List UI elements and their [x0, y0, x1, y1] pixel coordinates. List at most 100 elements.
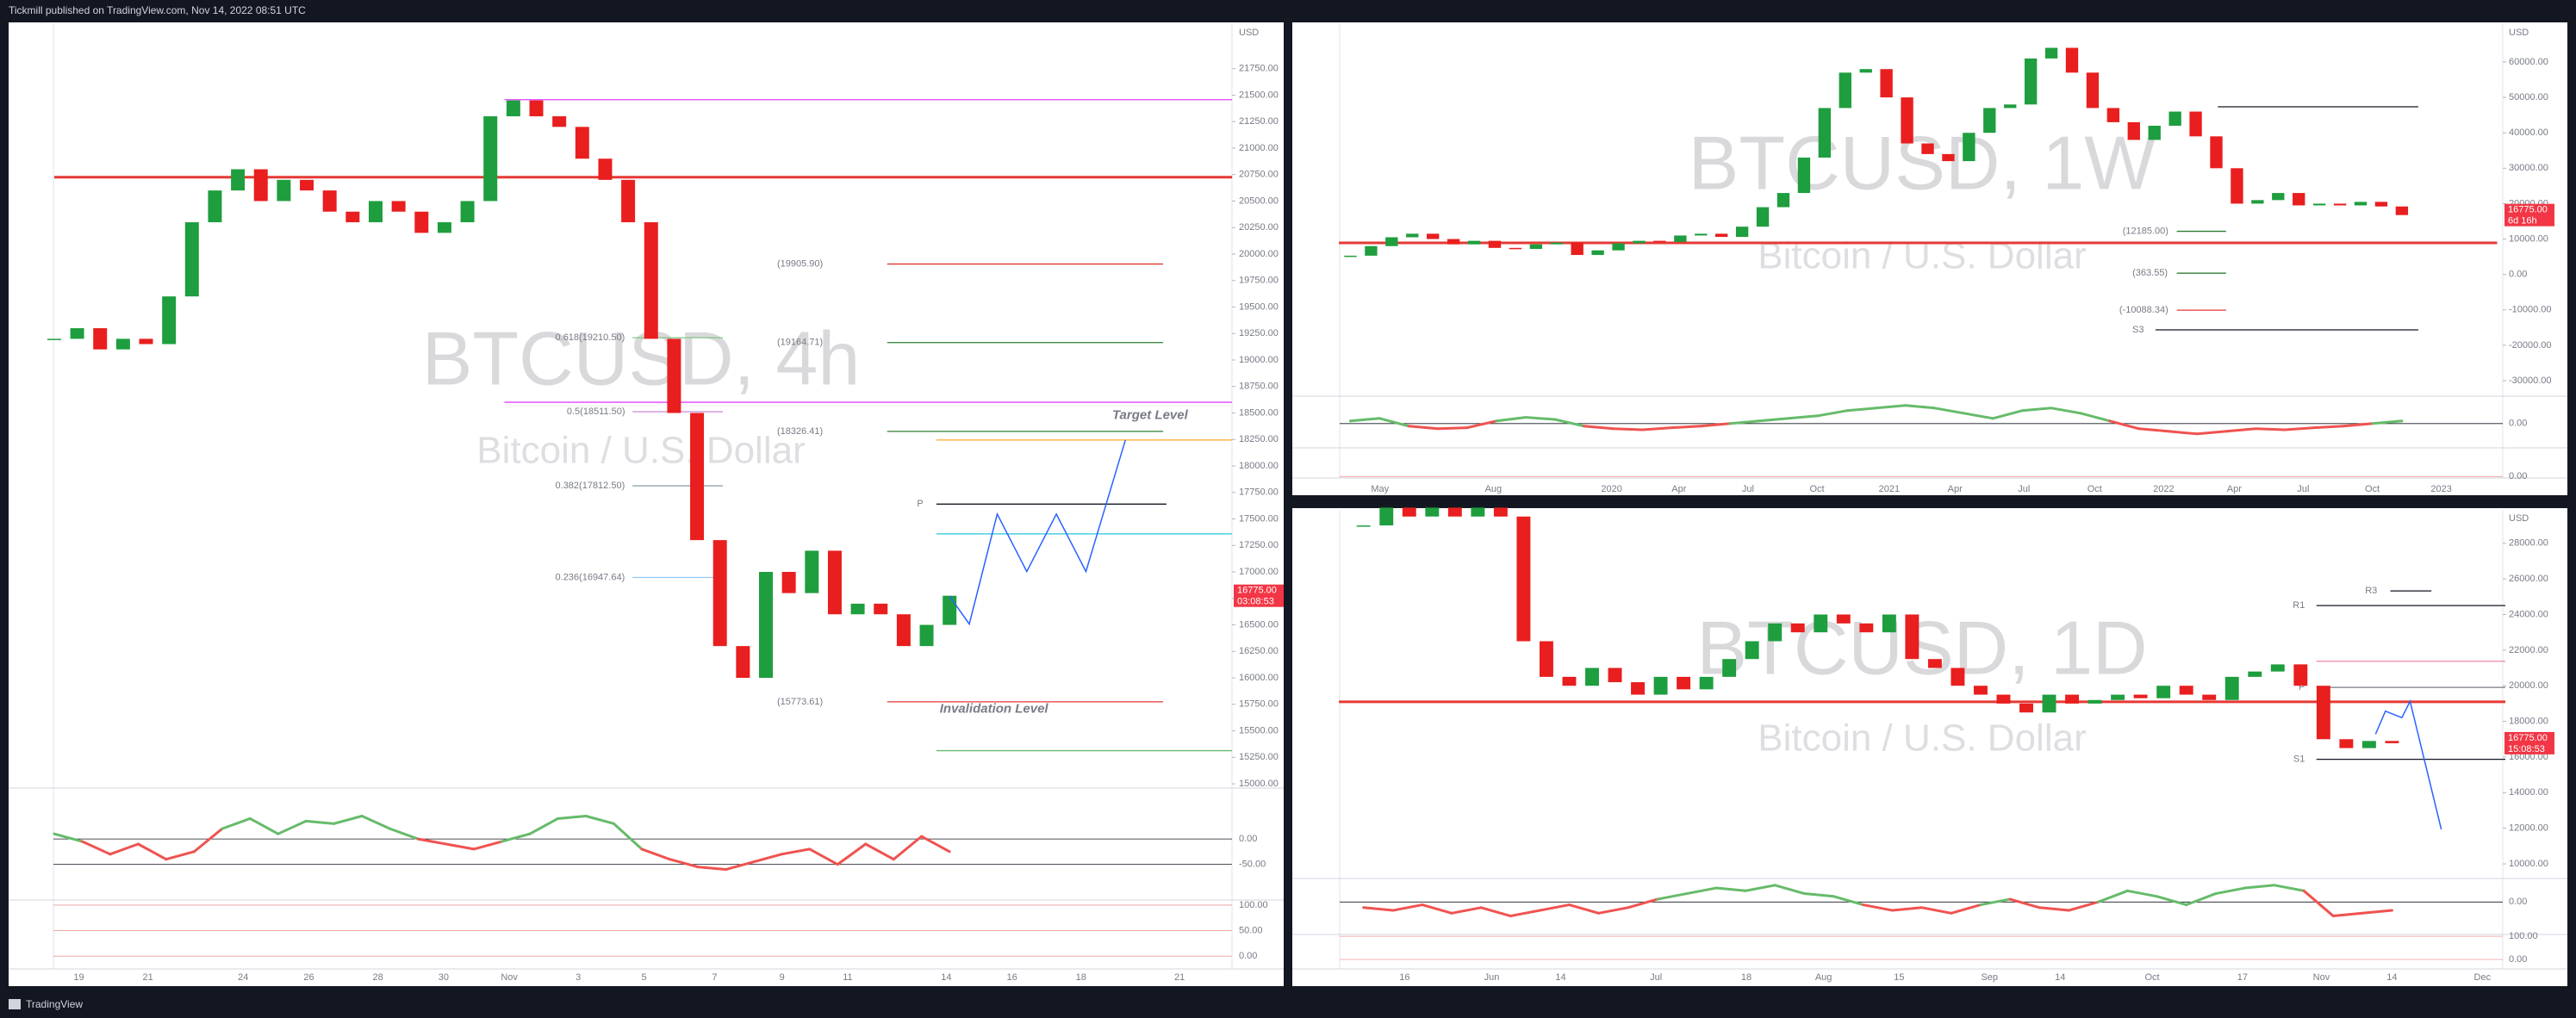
time-label: 21 — [1174, 972, 1185, 983]
y-tick-label: 20750.00 — [1239, 170, 1279, 180]
osc-segment — [1875, 404, 1907, 410]
candle — [2224, 676, 2239, 700]
candle — [2272, 193, 2285, 201]
osc-tick-label: -50.00 — [1239, 860, 1266, 870]
osc-segment — [1450, 906, 1483, 915]
candle — [1516, 516, 1531, 642]
level-label: (18326.41) — [777, 426, 823, 437]
candle — [93, 328, 108, 350]
candle — [1529, 244, 1543, 250]
osc-segment — [1553, 418, 1586, 428]
osc-segment — [780, 847, 812, 856]
osc-segment — [304, 819, 336, 825]
candle — [1488, 240, 1502, 248]
y-tick-label: 20000.00 — [2509, 680, 2548, 691]
osc-segment — [2167, 430, 2200, 436]
candle — [1859, 69, 1872, 73]
osc-segment — [1744, 884, 1776, 892]
osc-segment — [1407, 425, 1440, 431]
candle — [1745, 641, 1759, 660]
candle — [690, 413, 705, 541]
y-tick-label: 18250.00 — [1239, 434, 1279, 444]
osc-segment — [1787, 414, 1820, 420]
osc-segment — [1699, 422, 1732, 428]
candle — [1695, 233, 1708, 236]
candle — [1406, 233, 1419, 238]
osc-segment — [277, 819, 308, 835]
candle — [47, 338, 61, 340]
osc-segment — [445, 842, 476, 851]
candle — [1963, 133, 1976, 162]
y-tick-label: 50000.00 — [2509, 92, 2548, 102]
candle — [1585, 667, 1599, 686]
y-tick-label: 28000.00 — [2509, 538, 2548, 549]
candle — [1776, 193, 1790, 208]
candle — [1735, 227, 1749, 238]
candle — [529, 100, 544, 117]
osc-segment — [2156, 895, 2188, 907]
osc-segment — [2331, 911, 2364, 918]
osc-segment — [1524, 416, 1557, 421]
osc-segment — [1656, 892, 1689, 901]
osc-segment — [1685, 886, 1718, 896]
y-tick-label: 21750.00 — [1239, 64, 1279, 74]
osc-segment — [1832, 895, 1865, 907]
price-tag-label: 16775.00 — [2508, 733, 2548, 743]
candle — [1756, 207, 1770, 227]
y-tick-label: 12000.00 — [2509, 823, 2548, 834]
osc-segment — [696, 866, 727, 872]
candle — [1467, 240, 1481, 245]
osc-segment — [2020, 407, 2053, 413]
candle — [2312, 203, 2326, 206]
candle — [1365, 245, 1378, 256]
time-label: Jul — [2297, 484, 2309, 494]
candle — [1631, 682, 1645, 695]
candle — [1653, 240, 1666, 243]
panel — [1292, 22, 2567, 495]
candle — [712, 540, 727, 647]
time-label: 17 — [2237, 972, 2248, 983]
y-tick-label: -10000.00 — [2509, 305, 2552, 315]
candle — [2202, 694, 2217, 700]
candle — [162, 296, 177, 345]
y-tick-label: 22000.00 — [2509, 645, 2548, 655]
time-label: Jul — [1650, 972, 1662, 983]
level-label: (19164.71) — [777, 338, 823, 348]
osc-segment — [1802, 892, 1835, 898]
time-label: Jul — [2018, 484, 2030, 494]
candle — [2111, 694, 2125, 700]
osc-segment — [1758, 417, 1790, 423]
time-label: Oct — [1809, 484, 1824, 494]
candle — [667, 338, 681, 413]
candle — [2339, 739, 2354, 748]
time-label: Apr — [1671, 484, 1686, 494]
candle — [552, 116, 567, 127]
candle — [2231, 168, 2243, 204]
logo — [9, 999, 21, 1009]
osc-segment — [1670, 425, 1702, 430]
candle — [231, 169, 246, 191]
y-tick-label: 15000.00 — [1239, 779, 1279, 789]
candle — [483, 116, 498, 202]
level-label: S1 — [2293, 754, 2305, 765]
osc-segment — [1773, 884, 1806, 896]
osc-segment — [668, 858, 700, 869]
y-tick-label: 18500.00 — [1239, 407, 1279, 418]
osc-segment — [1378, 417, 1410, 428]
osc-segment — [2342, 422, 2374, 428]
osc-segment — [836, 842, 868, 866]
y-tick-label: 17000.00 — [1239, 567, 1279, 577]
osc-segment — [2108, 419, 2141, 431]
time-label: May — [1371, 484, 1389, 494]
candle — [874, 603, 888, 615]
y-tick-label: 18750.00 — [1239, 382, 1279, 392]
time-label: 16 — [1399, 972, 1409, 983]
candle — [322, 190, 337, 212]
osc-segment — [2067, 900, 2100, 912]
osc-segment — [584, 815, 615, 825]
osc-segment — [1509, 909, 1541, 918]
osc-segment — [1920, 906, 1953, 915]
osc-segment — [808, 847, 839, 866]
candle — [277, 179, 291, 202]
candle — [2086, 72, 2100, 109]
